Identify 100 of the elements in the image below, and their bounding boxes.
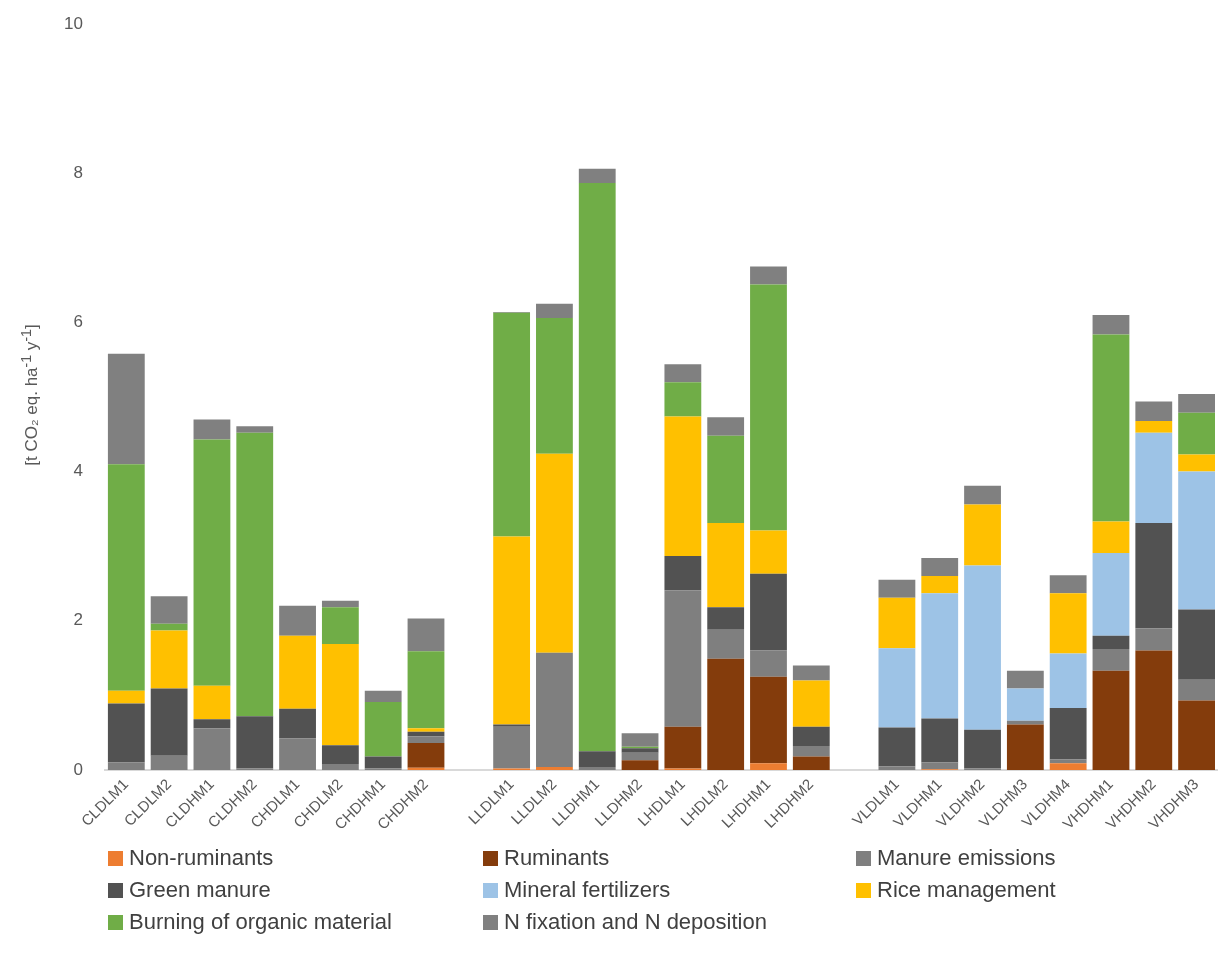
bar	[792, 746, 830, 757]
bar	[536, 303, 573, 319]
bar	[493, 724, 531, 727]
bar	[193, 685, 231, 720]
bar	[1049, 653, 1087, 709]
bar	[1092, 521, 1130, 553]
bar	[1006, 724, 1044, 770]
bar	[1049, 708, 1087, 760]
bar	[279, 635, 316, 709]
bar	[1135, 432, 1173, 524]
bar	[1092, 552, 1130, 636]
bar	[407, 736, 445, 744]
bar	[1135, 523, 1173, 629]
bar	[750, 676, 787, 764]
bar	[707, 629, 745, 659]
bar	[107, 703, 145, 763]
bar	[964, 565, 1001, 730]
bar	[1092, 334, 1130, 522]
bar	[621, 752, 659, 761]
bar	[150, 755, 188, 770]
bar	[750, 266, 787, 285]
bar	[150, 596, 188, 624]
bar	[921, 576, 959, 594]
bar	[921, 718, 959, 763]
bar	[707, 435, 745, 524]
legend-label: Non-ruminants	[129, 845, 274, 870]
bar	[321, 607, 359, 644]
bar	[107, 762, 145, 770]
bar	[236, 426, 274, 433]
bar	[493, 536, 531, 725]
bar	[792, 665, 830, 681]
bar	[792, 756, 830, 770]
bar	[878, 648, 916, 728]
bar	[964, 485, 1001, 505]
bar	[493, 312, 531, 537]
bar	[107, 464, 145, 691]
bar	[664, 416, 702, 556]
bar	[407, 651, 445, 729]
bar	[321, 745, 359, 764]
legend-label: Burning of organic material	[129, 909, 392, 934]
bar	[750, 573, 787, 651]
bar	[664, 726, 702, 769]
bar	[1092, 315, 1130, 335]
bar	[407, 743, 445, 768]
bar	[1178, 679, 1215, 701]
bar	[1049, 575, 1087, 594]
bar	[621, 733, 659, 747]
bar	[1135, 401, 1173, 421]
bar	[279, 708, 316, 739]
bar	[536, 652, 573, 767]
bar	[578, 751, 616, 767]
bar	[750, 530, 787, 574]
y-tick-label: 0	[73, 759, 83, 779]
legend-label: N fixation and N deposition	[504, 909, 767, 934]
bar	[1178, 394, 1215, 413]
bar	[921, 558, 959, 577]
bar	[621, 748, 659, 753]
bar	[150, 623, 188, 631]
bar	[193, 439, 231, 686]
bar	[407, 618, 445, 652]
bar	[621, 760, 659, 770]
bar	[321, 763, 359, 770]
bar	[1135, 650, 1173, 770]
bar	[964, 729, 1001, 769]
bar	[1006, 670, 1044, 689]
bar	[1049, 763, 1087, 770]
bar	[1178, 471, 1215, 610]
bar	[750, 650, 787, 677]
bar	[236, 432, 274, 717]
bar	[1092, 635, 1130, 650]
bar	[707, 417, 745, 436]
y-tick-label: 6	[73, 312, 83, 332]
bar	[1092, 670, 1130, 770]
bar	[150, 688, 188, 756]
bar	[1178, 454, 1215, 472]
bar	[1049, 759, 1087, 764]
bar	[1135, 420, 1173, 433]
bar	[664, 364, 702, 383]
bar	[750, 284, 787, 531]
legend-label: Manure emissions	[877, 845, 1056, 870]
bar	[321, 600, 359, 608]
bar	[493, 726, 531, 769]
bar	[236, 716, 274, 769]
legend-label: Mineral fertilizers	[504, 877, 671, 902]
bar	[707, 607, 745, 630]
y-tick-label: 10	[63, 13, 83, 33]
bar	[193, 419, 231, 440]
bar	[150, 630, 188, 689]
bar	[1178, 609, 1215, 680]
y-tick-label: 8	[73, 163, 83, 183]
bar	[664, 555, 702, 591]
bar	[964, 504, 1001, 566]
bar	[536, 318, 573, 454]
bar	[578, 183, 616, 752]
bar	[1092, 649, 1130, 671]
bar	[321, 643, 359, 746]
bar	[279, 605, 316, 636]
bar	[578, 168, 616, 184]
bar	[707, 658, 745, 770]
bar	[193, 728, 231, 770]
